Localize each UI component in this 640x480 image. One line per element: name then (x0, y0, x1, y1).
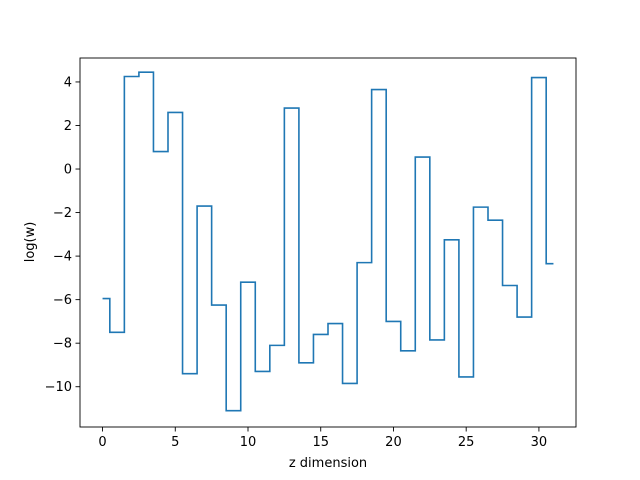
x-axis-label: z dimension (289, 456, 367, 471)
plot-frame (79, 57, 577, 428)
y-tick-label: 2 (64, 119, 72, 134)
y-tick-label: −4 (53, 250, 72, 265)
y-axis: −10 −8 −6 −4 −2 0 2 4 (45, 75, 80, 395)
y-tick-label: −2 (53, 206, 72, 221)
x-tick-label: 20 (385, 435, 402, 450)
y-tick-label: 4 (64, 75, 72, 90)
x-axis: 0 5 10 15 20 25 30 (98, 427, 547, 450)
x-tick-label: 30 (531, 435, 548, 450)
x-tick-label: 15 (312, 435, 329, 450)
x-tick-label: 10 (240, 435, 257, 450)
x-tick-label: 0 (98, 435, 106, 450)
y-tick-label: −8 (53, 337, 72, 352)
y-tick-label: −6 (53, 293, 72, 308)
series-line (102, 71, 554, 412)
y-tick-label: −10 (45, 380, 72, 395)
x-tick-label: 5 (171, 435, 179, 450)
x-tick-label: 25 (458, 435, 475, 450)
y-axis-label: log(w) (23, 222, 38, 263)
y-tick-label: 0 (64, 163, 72, 178)
